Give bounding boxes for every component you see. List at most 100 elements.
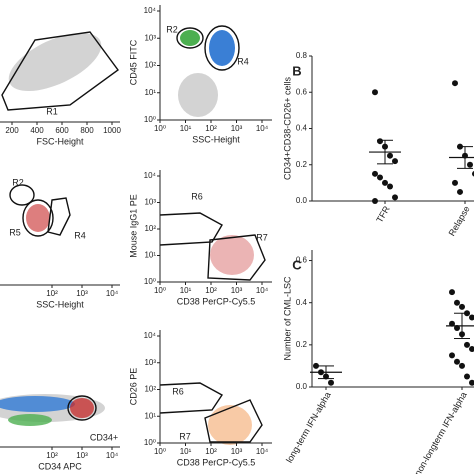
data-point: [387, 152, 393, 159]
gate-label: R7: [179, 431, 191, 441]
y-tick-label: 10³: [144, 358, 156, 367]
data-point: [387, 183, 393, 190]
x-tick-label: 10⁴: [106, 289, 119, 298]
x-tick-label: TFR: [374, 204, 392, 225]
y-tick-label: 10¹: [144, 88, 156, 97]
y-tick-label: 10⁴: [144, 171, 157, 180]
data-point: [313, 362, 319, 369]
x-tick-label: 10¹: [180, 124, 192, 133]
data-point: [372, 170, 378, 177]
axis-frame: [159, 330, 272, 444]
panel-label: C: [292, 257, 302, 272]
x-tick-label: 10²: [46, 289, 58, 298]
y-tick-label: 0.2: [296, 160, 308, 169]
gate-label: R5: [9, 227, 21, 237]
axis-frame: [159, 5, 272, 121]
flow-gates: [1, 25, 266, 443]
y-tick-label: 0.2: [296, 340, 308, 349]
x-tick-label: 10¹: [180, 447, 192, 456]
gate-label: R4: [237, 56, 249, 66]
y-tick-label: 10⁰: [144, 438, 156, 447]
x-tick-label: 10¹: [180, 286, 192, 295]
y-tick-label: 0.4: [296, 124, 308, 133]
y-tick-label: 10¹: [144, 251, 156, 260]
y-axis-label: Number of CML-LSC: [282, 276, 292, 361]
flow-clouds: [0, 30, 254, 445]
panel-label: B: [292, 63, 301, 78]
x-tick-label: 10³: [76, 289, 88, 298]
x-tick-label: 200: [5, 126, 19, 135]
y-tick-label: 0.0: [296, 196, 308, 205]
data-point: [457, 188, 463, 195]
x-tick-label: 10²: [205, 286, 217, 295]
y-tick-label: 10²: [144, 224, 156, 233]
data-point: [454, 358, 460, 365]
x-tick-label: 10⁴: [256, 124, 269, 133]
y-tick-label: 10¹: [144, 411, 156, 420]
y-tick-label: 10⁴: [144, 331, 157, 340]
data-point: [469, 314, 474, 321]
gate-label: R4: [74, 230, 86, 240]
data-point: [469, 346, 474, 353]
x-tick-label: non-longterm IFN-alpha: [413, 390, 469, 474]
x-axis-label: FSC-Height: [36, 136, 84, 146]
data-point: [328, 379, 334, 386]
x-tick-label: 10³: [231, 286, 243, 295]
data-point: [449, 320, 455, 327]
gate-label: R2: [12, 177, 24, 187]
gate-label: R6: [191, 191, 203, 201]
data-point: [464, 341, 470, 348]
x-tick-label: 10⁴: [256, 447, 269, 456]
y-tick-label: 10³: [144, 33, 156, 42]
y-tick-label: 10²: [144, 61, 156, 70]
x-axis-label: SSC-Height: [36, 299, 84, 309]
y-axis-label: Mouse IgG1 PE: [128, 194, 138, 258]
data-point: [459, 362, 465, 369]
x-tick-label: 1000: [103, 126, 121, 135]
data-point: [469, 379, 474, 386]
y-axis-label: CD34+CD38-CD26+ cells: [282, 76, 292, 180]
y-tick-label: 10²: [144, 385, 156, 394]
data-point: [377, 138, 383, 145]
data-point: [382, 179, 388, 186]
data-point: [392, 194, 398, 201]
gate-label: R7: [256, 232, 268, 242]
x-tick-label: 10³: [231, 447, 243, 456]
x-axis-label: CD34 APC: [38, 461, 82, 471]
data-point: [449, 352, 455, 359]
y-axis-label: CD45 FITC: [128, 39, 138, 85]
data-point: [464, 373, 470, 380]
y-tick-label: 10³: [144, 198, 156, 207]
gate-label: R2: [166, 24, 178, 34]
axis-frame: [159, 170, 272, 283]
data-point: [392, 158, 398, 165]
x-tick-label: 10²: [205, 447, 217, 456]
data-point: [449, 289, 455, 296]
y-tick-label: 10⁴: [144, 6, 157, 15]
x-axis-label: CD38 PerCP-Cy5.5: [177, 296, 256, 306]
data-point: [454, 324, 460, 331]
x-axis-label: CD38 PerCP-Cy5.5: [177, 457, 256, 467]
data-point: [452, 80, 458, 87]
y-tick-label: 0.8: [296, 51, 308, 60]
x-tick-label: 10⁴: [106, 451, 119, 460]
y-tick-label: 0.6: [296, 87, 308, 96]
data-point: [452, 179, 458, 186]
y-tick-label: 0.0: [296, 382, 308, 391]
y-tick-label: 0.4: [296, 298, 308, 307]
x-axis-label: SSC-Height: [192, 134, 240, 144]
gate-label: CD34+: [90, 432, 118, 442]
x-tick-label: 10⁰: [154, 286, 166, 295]
x-tick-label: 800: [80, 126, 94, 135]
data-point: [372, 198, 378, 204]
x-tick-label: 10²: [46, 451, 58, 460]
y-tick-label: 0.6: [296, 256, 308, 265]
x-tick-label: 600: [55, 126, 69, 135]
x-tick-label: long-term IFN-alpha: [284, 390, 333, 464]
x-tick-label: 10³: [76, 451, 88, 460]
x-tick-label: 10⁰: [154, 124, 166, 133]
data-point: [377, 174, 383, 181]
y-tick-label: 10⁰: [144, 277, 156, 286]
x-tick-label: 10⁰: [154, 447, 166, 456]
